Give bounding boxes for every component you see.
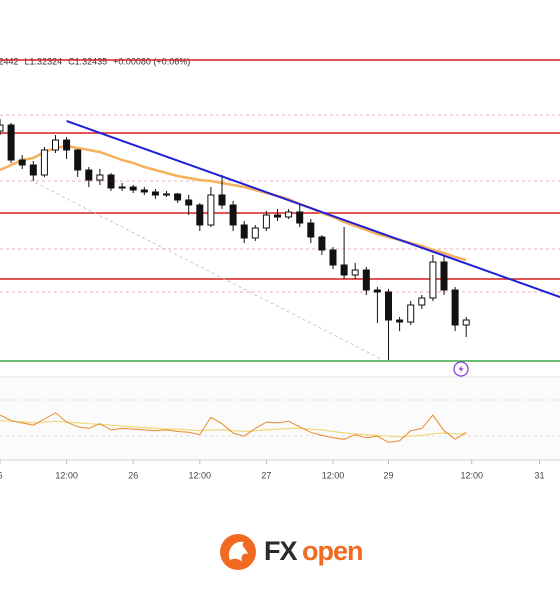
logo-fx: FX	[264, 536, 297, 566]
candle-body	[174, 193, 182, 201]
candle-body	[296, 211, 304, 224]
candle-body	[285, 211, 293, 218]
header: 1.32442 L1.32324 C1.32435 +0.00080 (+0.06%)	[0, 56, 190, 66]
x-tick-label: 27	[261, 470, 271, 480]
candle-body	[373, 289, 381, 293]
candle-body	[63, 139, 71, 151]
candle-body	[0, 124, 4, 132]
candle-body	[429, 261, 437, 299]
candle-body	[318, 236, 326, 251]
x-tick-label: 5	[0, 470, 3, 480]
event-bolt	[458, 365, 464, 373]
rsi-line	[0, 412, 467, 443]
candle-body	[229, 204, 237, 226]
candle-body	[462, 319, 470, 326]
candle-body	[262, 214, 270, 229]
x-tick-label: 29	[383, 470, 393, 480]
candle-body	[129, 186, 137, 191]
candle-body	[196, 204, 204, 226]
candle-body	[151, 191, 159, 196]
candle-body	[307, 222, 315, 238]
x-tick-label: 12:00	[460, 470, 483, 480]
header-value: 1.32442	[0, 56, 19, 66]
event-icon	[453, 361, 469, 377]
candle-body	[7, 124, 15, 161]
x-tick-label: 12:00	[189, 470, 212, 480]
candle-body	[396, 319, 404, 323]
candle-body	[40, 149, 48, 176]
candle-body	[407, 304, 415, 323]
candle-body	[418, 297, 426, 306]
candle-body	[96, 174, 104, 181]
candle-body	[251, 227, 259, 239]
x-tick-label: 12:00	[55, 470, 78, 480]
trend-line	[66, 120, 560, 298]
candle-body	[362, 269, 370, 291]
rsi-panel	[0, 377, 560, 460]
candle-body	[274, 214, 282, 218]
candle-body	[218, 194, 226, 206]
candle-body	[163, 193, 171, 196]
candle-body	[440, 261, 448, 291]
candle-body	[340, 264, 348, 276]
candle-body	[329, 249, 337, 266]
candle-body	[52, 139, 60, 151]
candle-body	[207, 194, 215, 226]
candle-body	[140, 189, 148, 193]
logo-open: open	[302, 536, 363, 566]
x-tick-label: 12:00	[322, 470, 345, 480]
logo-icon	[220, 534, 256, 570]
candle-body	[451, 289, 459, 326]
candle-body	[385, 291, 393, 321]
x-tick-label: 31	[534, 470, 544, 480]
header-value: +0.00080 (+0.06%)	[113, 56, 190, 66]
candle-body	[118, 186, 126, 189]
channel-line	[29, 179, 384, 361]
logo-mark	[228, 541, 248, 562]
candle-body	[351, 269, 359, 276]
moving-average	[0, 144, 467, 262]
rsi-signal	[0, 420, 467, 438]
candle-body	[85, 169, 93, 181]
candle-body	[18, 159, 26, 166]
candle-body	[185, 199, 193, 206]
header-value: C1.32435	[68, 56, 107, 66]
candle-body	[74, 149, 82, 171]
header-value: L1.32324	[25, 56, 63, 66]
candle-body	[29, 164, 37, 176]
candle-body	[240, 224, 248, 239]
x-tick-label: 26	[128, 470, 138, 480]
candle-body	[107, 174, 115, 189]
